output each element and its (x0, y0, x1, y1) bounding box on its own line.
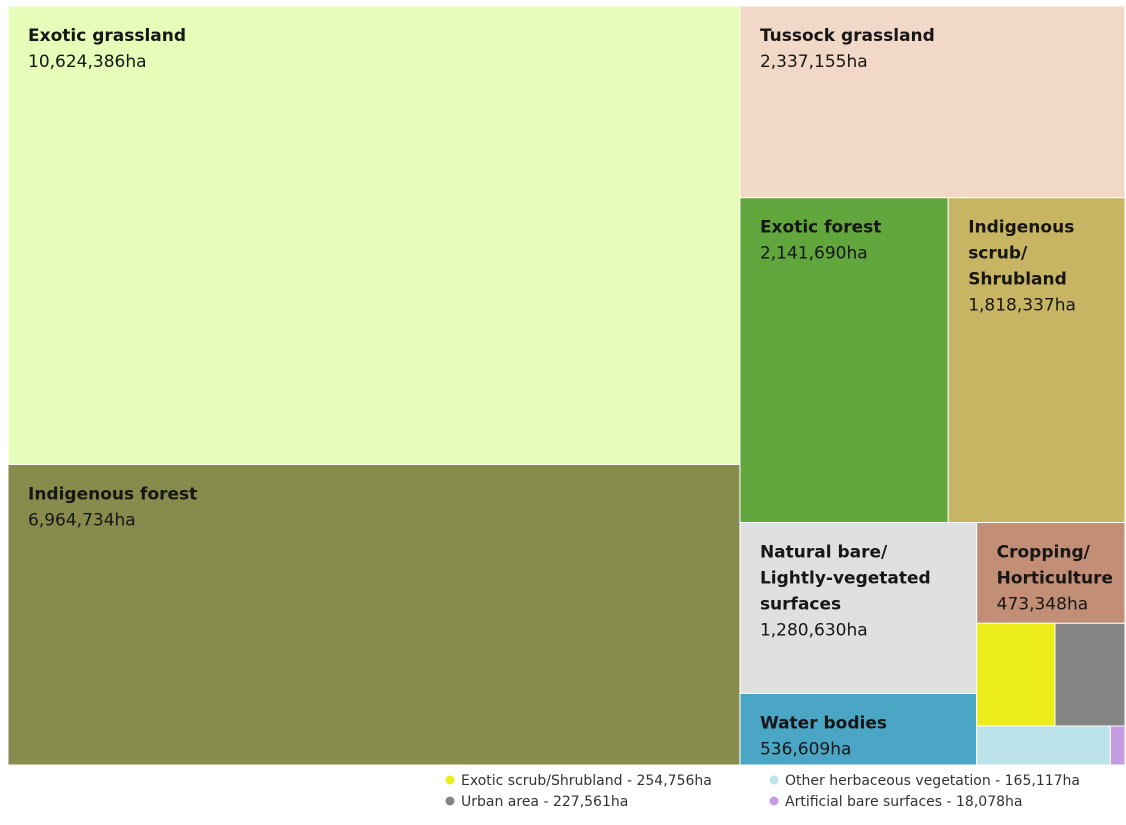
cell-value: 2,141,690ha (760, 244, 868, 264)
cell-name: Exotic grassland (28, 26, 186, 46)
treemap-cell (1109, 725, 1126, 766)
legend-separator: - (623, 773, 637, 789)
legend-swatch (445, 775, 455, 785)
cell-name: Indigenous forest (28, 484, 197, 504)
label-line: Exotic forest (760, 218, 881, 238)
treemap-cell (739, 522, 978, 694)
label-line: Cropping/ (997, 543, 1096, 563)
legend-entry: Urban area - 227,561ha (461, 794, 628, 810)
legend-separator: - (991, 773, 1005, 789)
label-line: Horticulture (997, 569, 1113, 589)
treemap-cell (976, 622, 1056, 727)
cell-name: Exotic forest (760, 218, 881, 238)
legend-name: Artificial bare surfaces (785, 794, 942, 810)
legend-name: Other herbaceous vegetation (785, 773, 991, 789)
label-line: Natural bare/ (760, 543, 893, 563)
cell-value: 10,624,386ha (28, 52, 147, 72)
treemap-cell (7, 5, 741, 465)
treemap-cell (739, 197, 949, 524)
treemap-cell (947, 197, 1126, 524)
label-line: Exotic grassland (28, 26, 186, 46)
label-line: Lightly-vegetated (760, 569, 937, 589)
cell-name: Cropping/ Horticulture (997, 543, 1113, 589)
label-line: Shrubland (968, 270, 1067, 290)
label-line: surfaces (760, 595, 841, 615)
legend-separator: - (539, 794, 553, 810)
legend-entry: Artificial bare surfaces - 18,078ha (785, 794, 1022, 810)
cell-value: 1,818,337ha (968, 296, 1076, 316)
legend-value: 254,756ha (636, 773, 711, 789)
legend-separator: - (942, 794, 956, 810)
treemap-cell (739, 5, 1126, 199)
treemap-cell (7, 463, 741, 766)
label-line: Water bodies (760, 713, 887, 733)
legend-value: 165,117ha (1005, 773, 1080, 789)
legend-name: Exotic scrub/Shrubland (461, 773, 623, 789)
cell-name: Natural bare/ Lightly-vegetated surfaces (760, 543, 937, 615)
legend-value: 18,078ha (956, 794, 1022, 810)
legend-value: 227,561ha (553, 794, 628, 810)
legend-swatch (445, 796, 455, 806)
cell-value: 536,609ha (760, 739, 852, 759)
label-line: Tussock grassland (760, 26, 935, 46)
cell-name: Tussock grassland (760, 26, 935, 46)
cell-value: 1,280,630ha (760, 621, 868, 641)
label-line: scrub/ (968, 244, 1033, 264)
cell-value: 473,348ha (997, 595, 1089, 615)
legend-swatch (769, 775, 779, 785)
treemap-cell (1054, 622, 1126, 727)
cell-name: Water bodies (760, 713, 887, 733)
cell-name: Indigenous scrub/ Shrubland (968, 218, 1080, 290)
legend-entry: Other herbaceous vegetation - 165,117ha (785, 773, 1080, 789)
label-line: Indigenous (968, 218, 1080, 238)
legend-swatch (769, 796, 779, 806)
cell-value: 2,337,155ha (760, 52, 868, 72)
label-line: Indigenous forest (28, 484, 197, 504)
legend-entry: Exotic scrub/Shrubland - 254,756ha (461, 773, 712, 789)
cell-value: 6,964,734ha (28, 510, 136, 530)
treemap-cell (739, 692, 978, 766)
treemap-cell (976, 522, 1126, 624)
treemap-cell (976, 725, 1111, 766)
legend-name: Urban area (461, 794, 539, 810)
